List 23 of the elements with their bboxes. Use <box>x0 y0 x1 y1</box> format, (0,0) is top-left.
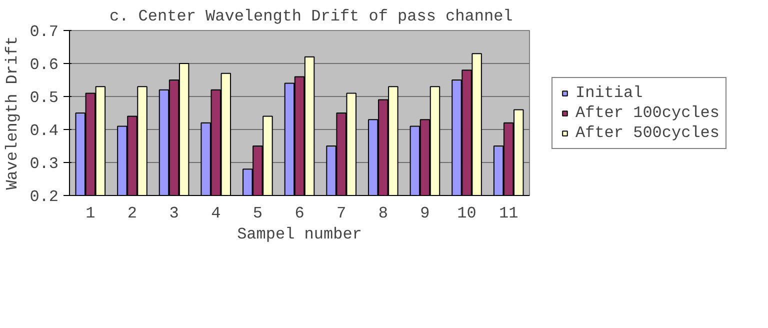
y-axis-title: Wavelength Drift <box>4 36 22 190</box>
x-tick-label: 5 <box>252 204 262 222</box>
legend-label: After 100cycles <box>575 104 720 122</box>
x-axis-title: Sampel number <box>237 226 362 244</box>
x-tick-label: 2 <box>127 204 138 222</box>
chart-title: c. Center Wavelength Drift of pass channel <box>110 8 513 26</box>
y-tick-label: 0.5 <box>30 89 59 107</box>
x-tick-label: 6 <box>294 204 304 222</box>
y-tick-label: 0.7 <box>30 23 59 41</box>
x-tick-label: 10 <box>457 204 476 222</box>
x-tick-label: 4 <box>211 204 221 222</box>
x-tick-label: 7 <box>336 204 346 222</box>
x-tick-label: 1 <box>86 204 96 222</box>
legend-label: Initial <box>575 84 643 102</box>
y-tick-label: 0.4 <box>30 122 59 140</box>
x-tick-label: 9 <box>420 204 430 222</box>
y-tick-label: 0.6 <box>30 56 59 74</box>
legend-label: After 500cycles <box>575 124 720 142</box>
x-tick-label: 8 <box>378 204 388 222</box>
x-tick-label: 3 <box>169 204 179 222</box>
x-tick-label: 11 <box>498 204 518 222</box>
y-tick-label: 0.3 <box>30 155 59 173</box>
y-tick-label: 0.2 <box>30 188 59 206</box>
